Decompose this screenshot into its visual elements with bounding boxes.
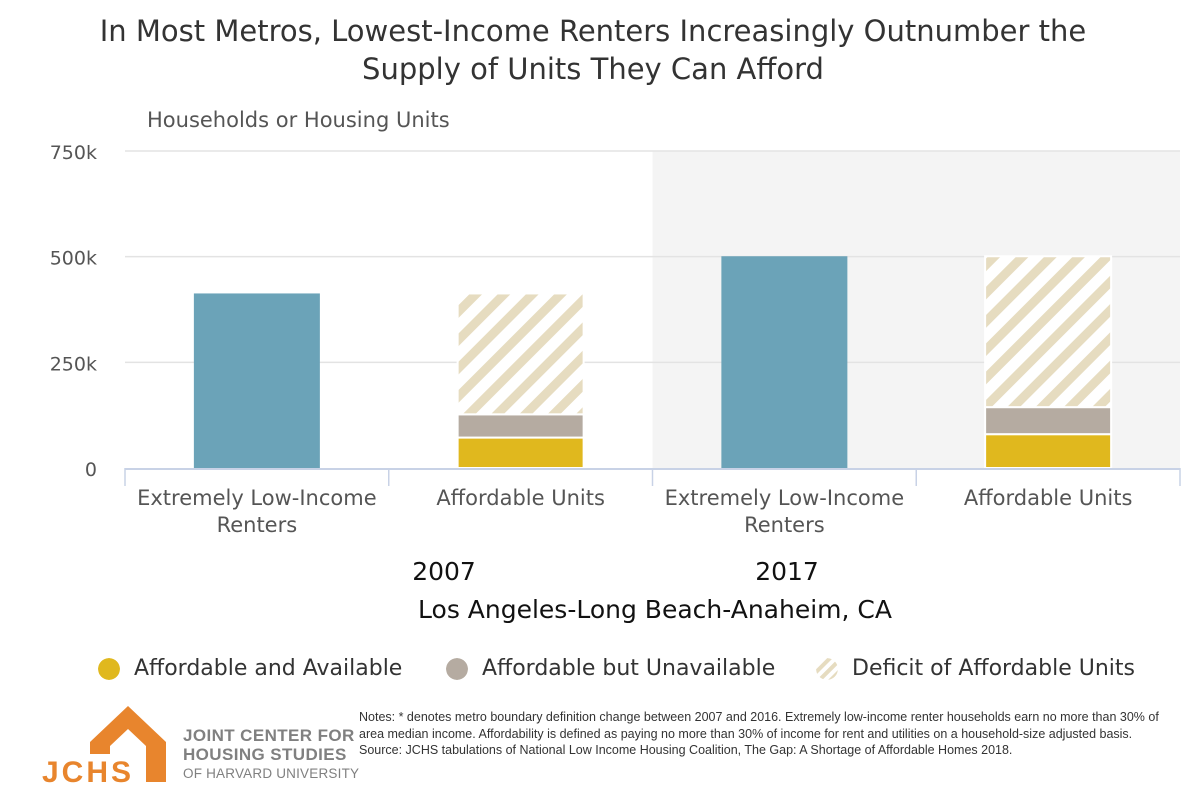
legend-item-deficit: Deficit of Affordable Units [816, 656, 1135, 681]
chart-title: In Most Metros, Lowest-Income Renters In… [0, 12, 1186, 88]
jchs-logo: JCHS JOINT CENTER FOR HOUSING STUDIES OF… [40, 702, 359, 792]
legend-label: Affordable but Unavailable [482, 656, 776, 681]
category-label: Renters [744, 513, 825, 537]
jchs-logo-mark-text: JCHS [42, 756, 134, 789]
category-label: Renters [217, 513, 298, 537]
chart-title-line-2: Supply of Units They Can Afford [362, 52, 824, 86]
bar-affordable-available-2017 [984, 433, 1113, 470]
category-label: Affordable Units [964, 486, 1133, 510]
bar-renters-2017 [721, 256, 848, 468]
group-axis-title: Los Angeles-Long Beach-Anaheim, CA [418, 595, 892, 624]
legend-swatch-deficit [816, 657, 838, 680]
legend-item-affordable-available: Affordable and Available [98, 656, 402, 681]
bar-chart: 0 250k 500k 750k Households or Housing Units… [50, 108, 1181, 624]
ytick-label: 0 [85, 459, 97, 481]
chart-notes: Notes: * denotes metro boundary definiti… [359, 709, 1174, 759]
logo-line-1: JOINT CENTER FOR [183, 726, 355, 745]
jchs-logo-text: JOINT CENTER FOR HOUSING STUDIES OF HARV… [183, 726, 359, 783]
bar-renters-2007 [193, 293, 320, 468]
category-label: Extremely Low-Income [137, 486, 377, 510]
logo-line-2: HOUSING STUDIES [183, 745, 347, 764]
legend-item-affordable-unavailable: Affordable but Unavailable [446, 656, 775, 681]
group-label-2007: 2007 [412, 557, 476, 586]
jchs-logo-mark: JCHS [42, 706, 166, 789]
bar-affordable-unavailable-2017 [984, 406, 1113, 436]
y-axis-label: Households or Housing Units [147, 108, 450, 132]
bar-deficit-2017 [984, 255, 1113, 409]
ytick-label: 250k [50, 353, 97, 375]
logo-line-3: OF HARVARD UNIVERSITY [183, 766, 360, 781]
legend-label: Affordable and Available [134, 656, 403, 681]
legend-swatch-affordable-unavailable [446, 657, 468, 680]
group-label-2017: 2017 [755, 557, 819, 586]
ytick-label: 500k [50, 248, 97, 270]
notes-text: Notes: * denotes metro boundary definiti… [359, 710, 1159, 741]
legend-label: Deficit of Affordable Units [852, 656, 1135, 681]
bar-affordable-available-2007 [456, 436, 585, 469]
legend-swatch-affordable-available [98, 657, 120, 680]
chart-legend: Affordable and Available Affordable but U… [0, 656, 1186, 692]
ytick-label: 750k [50, 142, 97, 164]
bar-affordable-unavailable-2007 [456, 413, 585, 439]
chart-title-line-1: In Most Metros, Lowest-Income Renters In… [99, 14, 1087, 48]
bar-deficit-2007 [456, 292, 585, 416]
source-text: Source: JCHS tabulations of National Low… [359, 743, 1013, 757]
category-label: Extremely Low-Income [665, 486, 905, 510]
category-label: Affordable Units [436, 486, 605, 510]
